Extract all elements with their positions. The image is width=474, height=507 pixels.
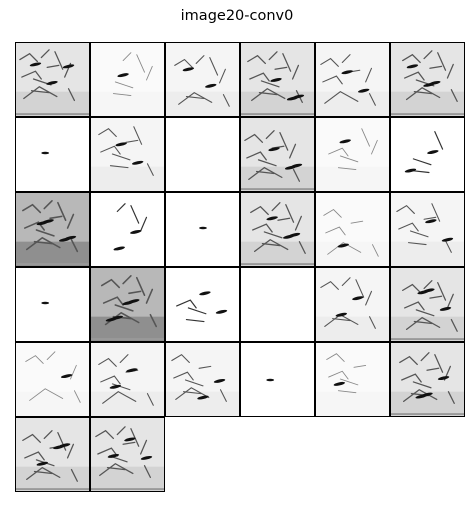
feature-map-image <box>391 343 464 416</box>
feature-map-image <box>112 52 153 96</box>
feature-map-image <box>166 43 239 116</box>
feature-map-image <box>25 351 81 403</box>
feature-map-image <box>176 291 228 323</box>
feature-map-image <box>91 418 164 491</box>
feature-map-image <box>323 208 379 257</box>
figure-title: image20-conv0 <box>180 8 294 24</box>
feature-map-tile <box>390 42 465 117</box>
feature-map-tile <box>90 342 165 417</box>
feature-map-tile <box>90 417 165 492</box>
feature-map-tile <box>240 117 315 192</box>
feature-map-image <box>391 268 464 341</box>
feature-map-image <box>241 43 314 116</box>
feature-map-tile <box>240 192 315 267</box>
feature-map-image <box>241 268 314 341</box>
feature-map-tile <box>240 267 315 342</box>
feature-map-tile <box>390 117 465 192</box>
feature-map-image <box>91 268 164 341</box>
feature-map-tile <box>15 192 90 267</box>
feature-map-tile <box>15 117 90 192</box>
feature-map-tile <box>390 342 465 417</box>
feature-map-image <box>91 343 164 416</box>
feature-map-tile <box>315 267 390 342</box>
feature-map-tile <box>15 267 90 342</box>
feature-map-tile <box>240 42 315 117</box>
feature-map-image <box>91 118 164 191</box>
feature-map-tile <box>390 192 465 267</box>
feature-map-image <box>328 128 378 171</box>
feature-map-tile <box>390 267 465 342</box>
feature-map-tile <box>165 342 240 417</box>
feature-map-image <box>241 118 314 191</box>
feature-map-image <box>16 43 89 116</box>
feature-map-image <box>16 418 89 491</box>
feature-map-image <box>41 301 50 305</box>
feature-map-image <box>41 151 50 155</box>
feature-map-tile <box>90 117 165 192</box>
feature-map-tile <box>90 42 165 117</box>
feature-map-tile <box>315 192 390 267</box>
feature-map-tile <box>165 117 240 192</box>
feature-map-image <box>391 43 464 116</box>
feature-map-tile <box>315 42 390 117</box>
feature-map-image <box>166 343 239 416</box>
feature-map-image <box>404 131 444 174</box>
feature-map-tile <box>90 267 165 342</box>
feature-map-image <box>316 268 389 341</box>
feature-map-tile <box>315 342 390 417</box>
feature-map-tile <box>240 342 315 417</box>
feature-map-tile <box>15 342 90 417</box>
feature-map-image <box>16 193 89 266</box>
feature-map-tile <box>90 192 165 267</box>
feature-map-tile <box>15 42 90 117</box>
feature-map-image <box>166 118 239 191</box>
feature-map-image <box>316 43 389 116</box>
feature-map-tile <box>165 42 240 117</box>
feature-map-tile <box>315 117 390 192</box>
feature-map-image <box>391 193 464 266</box>
feature-map-image <box>266 378 275 382</box>
feature-map-tile <box>165 267 240 342</box>
feature-map-image <box>241 193 314 266</box>
feature-map-image <box>326 353 367 394</box>
feature-map-image <box>113 203 148 251</box>
feature-map-tile <box>165 192 240 267</box>
feature-map-tile <box>15 417 90 492</box>
feature-map-image <box>199 226 207 230</box>
